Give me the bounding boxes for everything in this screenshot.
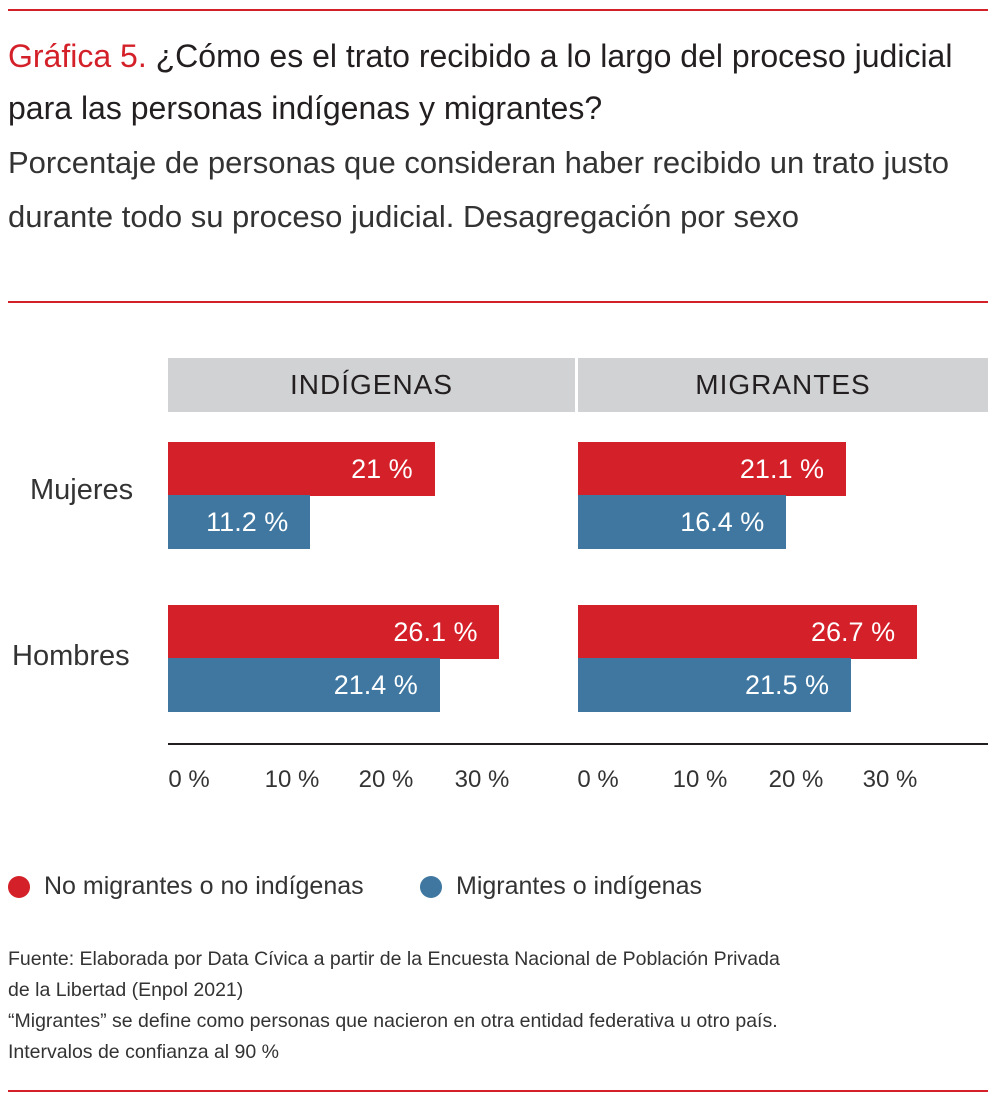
- figure-number: Gráfica 5.: [8, 38, 147, 74]
- bar-blue-mujeres: 11.2 %: [168, 495, 311, 549]
- bar-blue-hombres: 21.5 %: [578, 658, 852, 712]
- data-label: 21 %: [351, 453, 413, 484]
- bar-red-mujeres: 21 %: [168, 442, 435, 496]
- x-tick-label: 10 %: [264, 766, 320, 793]
- legend-label: No migrantes o no indígenas: [44, 872, 364, 900]
- x-tick-label: 0 %: [168, 766, 210, 793]
- legend-label: Migrantes o indígenas: [456, 872, 702, 900]
- data-label: 21.4 %: [333, 669, 418, 700]
- data-label: 11.2 %: [206, 506, 289, 537]
- bottom-rule: [8, 1090, 988, 1092]
- data-label: 26.7 %: [811, 616, 896, 647]
- source-line: Fuente: Elaborada por Data Cívica a part…: [8, 948, 780, 970]
- data-label: 21.5 %: [744, 669, 830, 700]
- x-tick-label: 20 %: [358, 766, 414, 793]
- title-text: ¿Cómo es el trato recibido a lo largo de…: [8, 38, 953, 126]
- bar-blue-mujeres: 16.4 %: [578, 495, 787, 549]
- x-axis-line: [168, 743, 988, 745]
- row-label-hombres: Hombres: [12, 640, 130, 672]
- x-tick-label: 0 %: [577, 766, 619, 793]
- legend-red-dot-icon: [8, 875, 30, 898]
- title-rule: [8, 301, 988, 303]
- x-tick-label: 30 %: [454, 766, 510, 793]
- legend-item-migrantes: Migrantes o indígenas: [420, 872, 702, 901]
- definition-line: “Migrantes” se define como personas que …: [8, 1010, 778, 1032]
- data-label: 21.1 %: [739, 453, 824, 484]
- confidence-line: Intervalos de confianza al 90 %: [8, 1041, 280, 1063]
- x-tick-label: 30 %: [862, 766, 918, 793]
- bar-red-hombres: 26.7 %: [578, 605, 918, 659]
- source-line: de la Libertad (Enpol 2021): [8, 979, 244, 1001]
- data-label: 16.4 %: [680, 506, 765, 537]
- bar-blue-hombres: 21.4 %: [168, 658, 440, 712]
- legend-blue-dot-icon: [420, 875, 442, 898]
- x-tick-label: 10 %: [672, 766, 728, 793]
- panel-header-indígenas: INDÍGENAS: [168, 358, 575, 412]
- panel-header-migrantes: MIGRANTES: [578, 358, 988, 412]
- chart-subtitle: Porcentaje de personas que consideran ha…: [8, 145, 949, 234]
- row-label-mujeres: Mujeres: [30, 474, 134, 506]
- source-note: Fuente: Elaborada por Data Cívica a part…: [8, 944, 978, 1068]
- x-tick-label: 20 %: [768, 766, 824, 793]
- bar-red-mujeres: 21.1 %: [578, 442, 846, 496]
- bar-red-hombres: 26.1 %: [168, 605, 500, 659]
- data-label: 26.1 %: [393, 616, 478, 647]
- top-rule: [8, 9, 988, 11]
- legend-item-no-migrantes: No migrantes o no indígenas: [8, 872, 364, 901]
- chart-title: Gráfica 5. ¿Cómo es el trato recibido a …: [8, 30, 983, 134]
